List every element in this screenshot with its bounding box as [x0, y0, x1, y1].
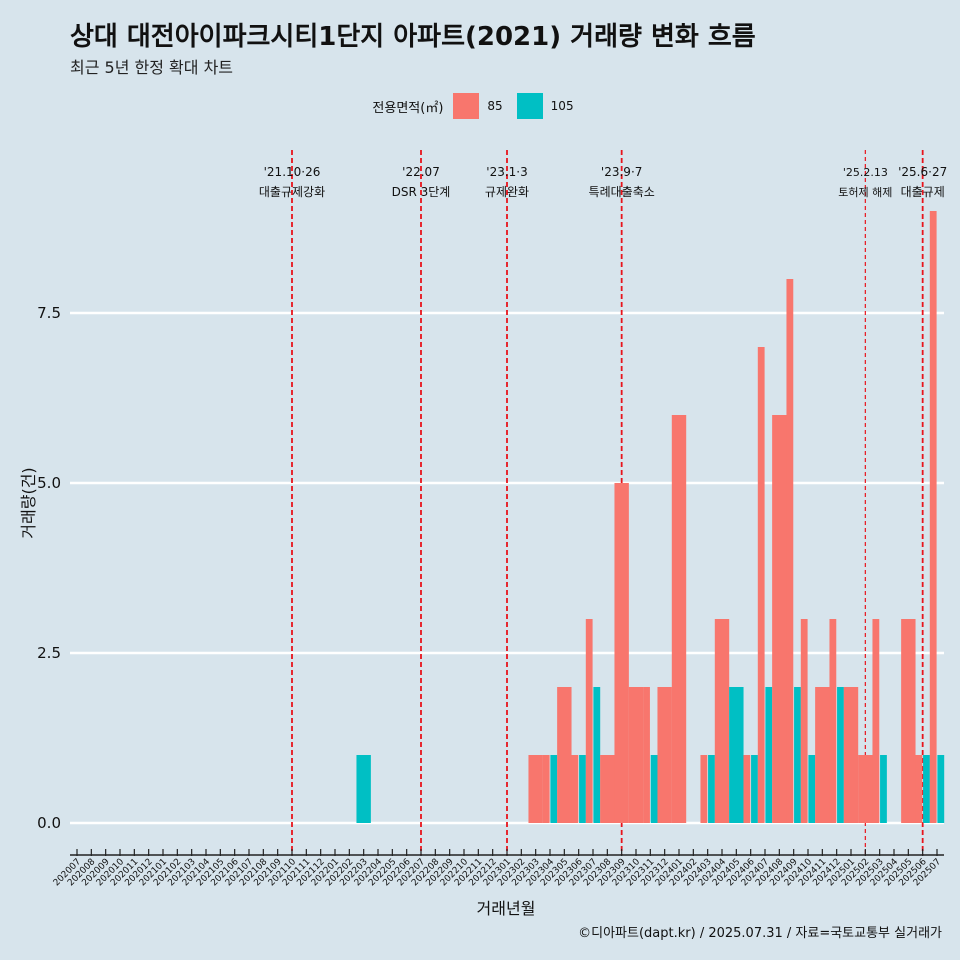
bar-85: [628, 687, 644, 823]
bar-85: [829, 619, 837, 823]
event-date-label: '25.2.13: [843, 166, 888, 179]
y-tick-label: 2.5: [37, 644, 61, 662]
event-date-label: '21.10·26: [264, 165, 321, 179]
event-lines: '21.10·26 대출규제강화 '22.07 DSR 3단계 '23.1·3 규제완화 '…: [259, 150, 947, 855]
bar-85: [743, 755, 751, 823]
legend: 전용면적(㎡) 85 105: [0, 93, 960, 119]
bar-85: [600, 755, 615, 823]
event-label: 특례대출축소: [589, 185, 655, 199]
bar-105: [751, 755, 758, 823]
bar-105: [808, 755, 816, 823]
bar-85: [714, 619, 730, 823]
bar-85: [800, 619, 808, 823]
y-tick-label: 5.0: [37, 474, 61, 492]
bar-105: [650, 755, 658, 823]
chart-subtitle: 최근 5년 한정 확대 차트: [70, 58, 234, 77]
bar-85: [757, 347, 765, 823]
bar-85: [700, 755, 708, 823]
bar-85: [858, 755, 873, 823]
bar-105: [708, 755, 715, 823]
bar-85: [843, 687, 859, 823]
bar-85: [528, 755, 543, 823]
legend-label-85: 85: [487, 99, 503, 113]
legend-swatch-85: [453, 93, 480, 119]
y-axis-label: 거래량(건): [19, 467, 38, 538]
bar-105: [923, 755, 930, 823]
bar-105: [579, 755, 586, 823]
source-caption: ©디아파트(dapt.kr) / 2025.07.31 / 자료=국토교통부 실…: [578, 926, 942, 941]
bars: [356, 211, 945, 823]
bar-85: [643, 687, 650, 823]
legend-title: 전용면적(㎡): [372, 100, 444, 116]
bar-105: [937, 755, 945, 823]
bar-85: [542, 755, 550, 823]
event-label: 규제완화: [485, 185, 529, 199]
bar-105: [593, 687, 601, 823]
event-label: 대출규제: [901, 185, 945, 199]
chart-title: 상대 대전아이파크시티1단지 아파트(2021) 거래량 변화 흐름: [70, 22, 756, 52]
event-date-label: '23.9·7: [601, 165, 642, 179]
event-label: 대출규제강화: [259, 185, 325, 199]
legend-swatch-105: [516, 93, 543, 119]
bar-85: [571, 755, 579, 823]
axes: 0.02.55.07.52020072020082020092020102020…: [37, 304, 944, 888]
bar-105: [880, 755, 887, 823]
bar-85: [557, 687, 572, 823]
event-label: 토허제 해제: [838, 185, 892, 199]
event-date-label: '25.6·27: [898, 165, 947, 179]
bar-85: [786, 279, 794, 823]
bar-105: [356, 755, 371, 823]
bar-105: [729, 687, 744, 823]
bar-85: [929, 211, 937, 823]
bar-85: [915, 755, 923, 823]
event-label: DSR 3단계: [392, 185, 451, 199]
bar-85: [671, 415, 687, 823]
y-tick-label: 0.0: [37, 814, 61, 832]
bar-85: [815, 687, 830, 823]
bar-105: [550, 755, 558, 823]
x-axis-label: 거래년월: [477, 899, 536, 918]
bar-85: [872, 619, 880, 823]
bar-85: [772, 415, 787, 823]
event-date-label: '22.07: [402, 165, 440, 179]
event-date-label: '23.1·3: [486, 165, 527, 179]
bar-105: [765, 687, 773, 823]
bar-105: [837, 687, 844, 823]
bar-105: [794, 687, 801, 823]
bar-85: [901, 619, 916, 823]
legend-label-105: 105: [550, 99, 574, 113]
bar-85: [614, 483, 629, 823]
y-tick-label: 7.5: [37, 304, 61, 322]
bar-85: [657, 687, 672, 823]
bar-85: [585, 619, 593, 823]
